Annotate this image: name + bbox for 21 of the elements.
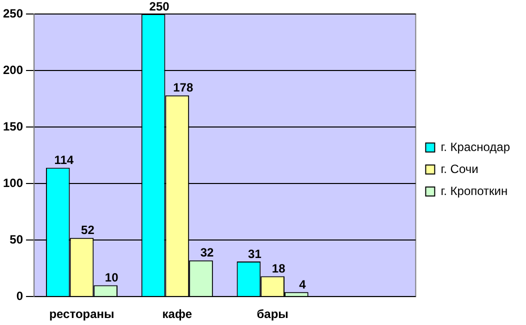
y-tick-label: 150 (2, 119, 24, 134)
y-tick-label: 50 (10, 232, 24, 246)
data-label: 178 (173, 80, 194, 95)
legend-label: г. Краснодар (440, 140, 510, 154)
x-tick-label: бары (256, 307, 288, 322)
y-tick-label: 250 (2, 6, 24, 20)
y-tick-label: 0 (16, 288, 24, 303)
y-tick-label: 100 (2, 176, 24, 190)
x-tick-label: рестораны (49, 307, 114, 322)
data-label: 18 (272, 262, 286, 276)
data-label: 250 (149, 0, 170, 14)
legend-label: г. Кропоткин (440, 184, 508, 198)
data-label: 52 (81, 223, 95, 238)
legend-label: г. Сочи (440, 162, 478, 176)
x-tick-label: кафе (162, 307, 192, 322)
data-label: 114 (54, 153, 74, 168)
data-label: 31 (248, 246, 262, 261)
data-label: 4 (299, 277, 306, 292)
data-label: 10 (104, 270, 119, 285)
data-label: 32 (200, 246, 214, 260)
y-tick-label: 200 (2, 62, 24, 77)
